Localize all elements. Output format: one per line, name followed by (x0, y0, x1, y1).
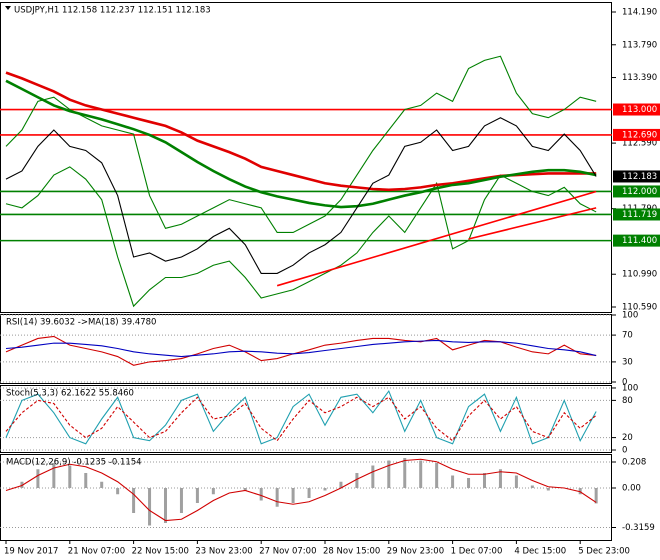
series-line (5, 339, 597, 358)
x-tick-label: 4 Dec 15:00 (514, 547, 566, 557)
histogram-bar (179, 488, 183, 513)
histogram-bar (68, 465, 72, 488)
series-line (5, 458, 597, 522)
y-tick-label: 20 (622, 433, 633, 443)
histogram-bar (419, 460, 423, 488)
y-tick-label: 30 (622, 357, 633, 367)
y-tick-label: 110.990 (622, 270, 657, 280)
histogram-bar (36, 469, 40, 488)
histogram-bar (323, 488, 327, 491)
histogram-bar (259, 488, 263, 501)
histogram-bar (195, 488, 199, 503)
histogram-bar (371, 465, 375, 488)
histogram-bar (355, 473, 359, 488)
price-label-box (613, 170, 660, 183)
histogram-bar (307, 488, 311, 498)
x-tick-label: 1 Dec 07:00 (451, 547, 503, 557)
level-label: 111.719 (622, 210, 657, 220)
y-tick-label: 80 (622, 396, 633, 406)
y-tick-label: 0 (622, 377, 627, 387)
trend-line (468, 207, 597, 240)
panel-frame (0, 2, 612, 313)
y-tick-label: 0.208 (622, 458, 646, 468)
histogram-bar (403, 458, 407, 488)
trend-line (276, 190, 597, 287)
x-tick-label: 29 Nov 23:00 (387, 547, 444, 557)
x-tick-label: 19 Nov 2017 (4, 547, 58, 557)
histogram-bar (243, 488, 247, 491)
y-tick-label: 0 (622, 446, 627, 456)
y-tick-label: 114.190 (622, 7, 657, 17)
histogram-bar (578, 488, 582, 495)
series-line (5, 71, 597, 192)
x-tick-label: 22 Nov 15:00 (132, 547, 189, 557)
histogram-bar (514, 475, 518, 488)
series-line (5, 79, 597, 209)
histogram-bar (467, 478, 471, 488)
x-tick-label: 5 Dec 23:00 (578, 547, 630, 557)
histogram-bar (387, 460, 391, 488)
level-label-box (613, 234, 660, 247)
panel-frame (0, 385, 612, 453)
histogram-bar (132, 488, 136, 513)
histogram-bar (275, 488, 279, 507)
y-tick-label: 113.790 (622, 40, 657, 50)
level-label: 113.000 (622, 105, 657, 115)
series-line (5, 55, 597, 233)
panel-title: MACD(12,26,9) -0.1235 -0.1154 (6, 458, 142, 468)
panel-title: Stoch(5,3,3) 62.1622 55.8460 (6, 389, 134, 399)
histogram-bar (451, 475, 455, 488)
x-tick-label: 21 Nov 07:00 (68, 547, 125, 557)
histogram-bar (291, 488, 295, 503)
panel-frame (0, 314, 612, 384)
x-tick-label: 23 Nov 23:00 (195, 547, 252, 557)
histogram-bar (211, 488, 215, 495)
histogram-bar (530, 485, 534, 488)
level-label-box (613, 185, 660, 198)
histogram-bar (52, 463, 56, 488)
histogram-bar (116, 488, 120, 495)
histogram-bar (594, 488, 598, 504)
level-label-box (613, 128, 660, 141)
y-tick-label: 0.00 (622, 484, 641, 494)
series-line (5, 335, 597, 366)
level-label-box (613, 103, 660, 116)
y-tick-label: 112.590 (622, 139, 657, 149)
x-tick-label: 28 Nov 15:00 (323, 547, 380, 557)
price-label: 112.183 (622, 172, 657, 182)
y-tick-label: 70 (622, 331, 633, 341)
histogram-bar (84, 473, 88, 488)
series-line (5, 396, 597, 442)
y-tick-label: 110.590 (622, 303, 657, 313)
symbol-icon (5, 6, 11, 10)
series-line (5, 389, 597, 445)
series-line (5, 166, 597, 308)
histogram-bar (498, 469, 502, 488)
histogram-bar (148, 488, 152, 526)
y-tick-label: 100 (622, 383, 638, 393)
histogram-bar (164, 488, 167, 523)
level-label: 112.690 (622, 130, 657, 140)
histogram-bar (483, 473, 486, 488)
histogram-bar (339, 481, 343, 488)
level-label-box (613, 208, 660, 221)
y-tick-label: 100 (622, 311, 638, 321)
panel-title: USDJPY,H1 112.158 112.237 112.151 112.18… (14, 6, 211, 16)
level-label: 111.400 (622, 236, 657, 246)
panel-frame (0, 454, 612, 541)
series-line (5, 117, 597, 274)
y-tick-label: 113.390 (622, 73, 657, 83)
x-tick-label: 27 Nov 07:00 (259, 547, 316, 557)
panel-title: RSI(14) 39.6032 ->MA(18) 39.4780 (6, 318, 156, 328)
level-label: 112.000 (622, 187, 657, 197)
histogram-bar (435, 463, 439, 488)
histogram-bar (546, 488, 550, 491)
histogram-bar (100, 481, 104, 488)
y-tick-label: -0.3159 (622, 523, 655, 533)
